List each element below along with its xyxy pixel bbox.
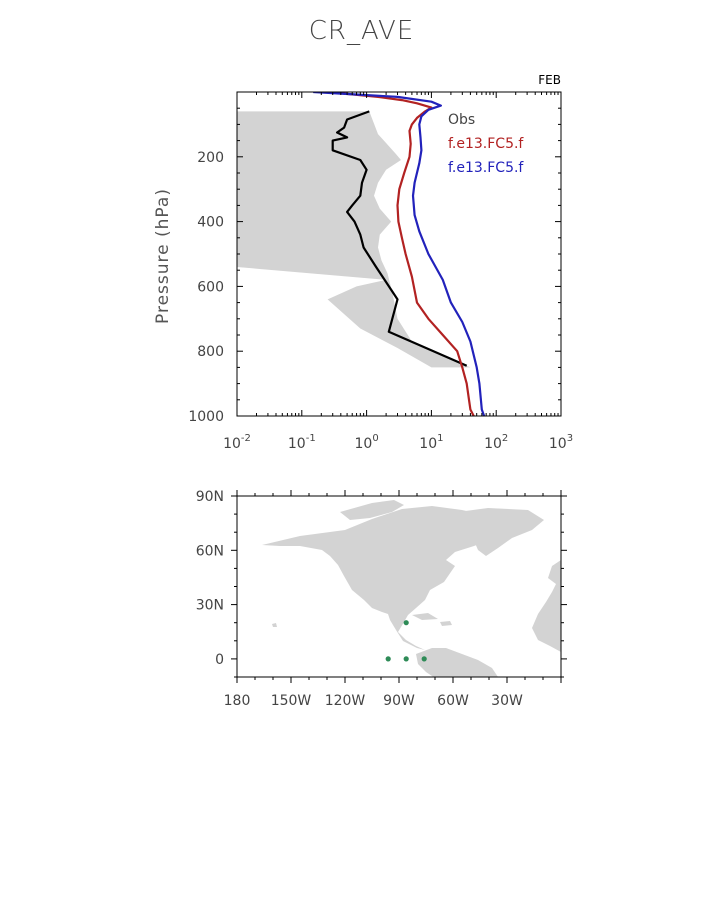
greenland-land (458, 508, 544, 556)
hawaii-land (272, 623, 277, 627)
baffin-island-land (426, 508, 460, 532)
legend-entry: Obs (448, 112, 475, 128)
profile-x-tick-labels: 10-2 10-1 100 101 102 103 (223, 433, 573, 452)
station-marker (385, 656, 391, 662)
chart-title: CR_AVE (308, 16, 415, 46)
station-marker (403, 656, 409, 662)
south-america-land (416, 648, 498, 677)
lat-tick-label: 30N (196, 598, 224, 614)
station-marker (421, 656, 427, 662)
map-y-tick-labels: 0 30N 60N 90N (196, 489, 224, 668)
north-america-land (262, 506, 520, 650)
arctic-islands-land (340, 500, 404, 520)
x-tick-label: 10-2 (223, 433, 251, 452)
europe-africa-land (532, 560, 561, 652)
station-markers (385, 620, 427, 662)
series-line-obs (331, 110, 468, 367)
cuba-land (412, 613, 438, 620)
lon-tick-label: 60W (437, 693, 469, 709)
profile-chart: 10-2 10-1 100 101 102 103 200 400 600 800 1000 FE… (153, 73, 573, 452)
legend-entry: f.e13.FC5.f (448, 160, 524, 176)
lat-tick-label: 90N (196, 489, 224, 505)
station-marker (403, 620, 409, 626)
y-axis-label: Pressure (hPa) (153, 188, 173, 324)
lon-tick-label: 120W (325, 693, 366, 709)
map-x-tick-labels: 180 150W 120W 90W 60W 30W (224, 693, 523, 709)
y-tick-label: 200 (197, 150, 224, 166)
lon-tick-label: 150W (271, 693, 312, 709)
profile-ticks (236, 91, 562, 417)
hispaniola-land (440, 621, 452, 626)
obs-range-shading (237, 111, 471, 368)
x-tick-label: 10-1 (288, 433, 316, 452)
lon-tick-label: 90W (383, 693, 415, 709)
x-tick-label: 101 (419, 433, 443, 452)
y-tick-label: 600 (197, 279, 224, 295)
land-masses (262, 500, 561, 677)
legend-entry: f.e13.FC5.f (448, 136, 524, 152)
x-tick-label: 102 (484, 433, 508, 452)
y-tick-label: 1000 (188, 409, 224, 425)
y-tick-label: 800 (197, 344, 224, 360)
station-map: 180 150W 120W 90W 60W 30W 0 30N 60N 90N (196, 489, 567, 709)
profile-y-tick-labels: 200 400 600 800 1000 (188, 150, 224, 425)
map-ticks (231, 490, 567, 683)
legend: Obs f.e13.FC5.f f.e13.FC5.f (448, 112, 524, 176)
y-tick-label: 400 (197, 215, 224, 231)
x-tick-label: 103 (549, 433, 573, 452)
lat-tick-label: 0 (215, 652, 224, 668)
lon-tick-label: 180 (224, 693, 251, 709)
month-label: FEB (538, 73, 561, 87)
series-layer (313, 92, 486, 416)
lat-tick-label: 60N (196, 543, 224, 559)
x-tick-label: 100 (354, 433, 378, 452)
lon-tick-label: 30W (491, 693, 523, 709)
series-line-model-2 (313, 92, 486, 416)
